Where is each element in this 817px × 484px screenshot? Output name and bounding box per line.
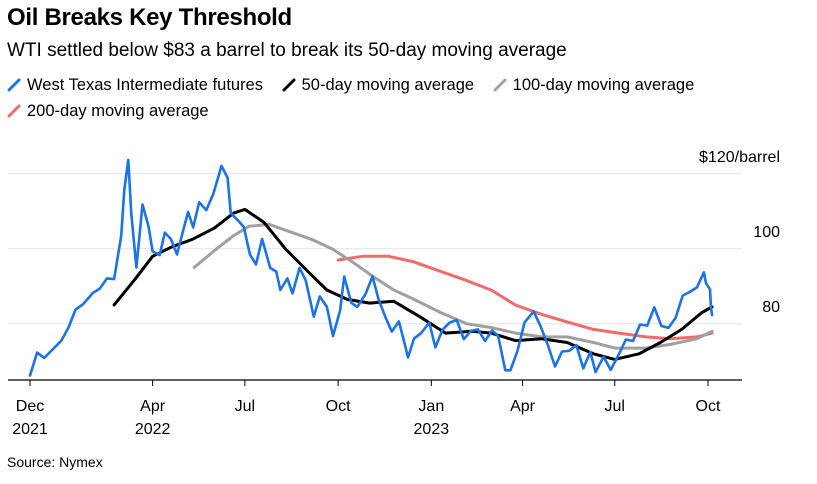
series-line-ma200 <box>336 254 714 341</box>
series-line-wti <box>28 158 714 377</box>
x-tick-year-label: 2023 <box>414 421 450 438</box>
x-tick-label: Dec <box>16 398 44 415</box>
x-tick-label: Apr <box>510 398 536 415</box>
legend-swatch-ma50 <box>282 78 296 92</box>
source-note: Source: Nymex <box>7 454 103 470</box>
series-line-ma100 <box>192 222 714 350</box>
x-tick-label: Oct <box>326 398 351 415</box>
x-tick-label: Apr <box>140 398 166 415</box>
y-tick-label: 80 <box>762 299 780 316</box>
x-tick-label: Jan <box>418 398 444 415</box>
legend-item-ma100: 100-day moving average <box>493 73 695 97</box>
legend-item-ma50: 50-day moving average <box>282 73 474 97</box>
y-tick-label: 100 <box>753 224 780 241</box>
legend-label-wti: West Texas Intermediate futures <box>27 76 264 94</box>
x-tick-year-label: 2021 <box>12 421 48 438</box>
legend-item-ma200: 200-day moving average <box>7 99 209 123</box>
legend-swatch-ma200 <box>7 104 21 118</box>
x-tick-label: Jul <box>605 398 625 415</box>
legend-swatch-ma100 <box>493 78 507 92</box>
x-tick-label: Jul <box>235 398 255 415</box>
chart-title: Oil Breaks Key Threshold <box>7 4 292 31</box>
legend-label-ma50: 50-day moving average <box>301 76 475 94</box>
y-tick-label: $120/barrel <box>699 149 780 166</box>
legend-swatch-wti <box>7 78 21 92</box>
series-line-ma50 <box>112 207 714 361</box>
series-layer <box>28 158 714 377</box>
chart-subtitle: WTI settled below $83 a barrel to break … <box>7 40 567 61</box>
legend-item-wti: West Texas Intermediate futures <box>7 73 263 97</box>
x-tick-label: Oct <box>696 398 721 415</box>
legend-label-ma100: 100-day moving average <box>512 76 695 94</box>
x-tick-year-label: 2022 <box>135 421 171 438</box>
legend-label-ma200: 200-day moving average <box>27 102 209 120</box>
chart-legend: West Texas Intermediate futures 50-day m… <box>7 73 807 125</box>
axis-layer: $120/barrel 100 80 Dec 2021 Apr 2022 Jul Oct Jan 2… <box>8 149 780 438</box>
